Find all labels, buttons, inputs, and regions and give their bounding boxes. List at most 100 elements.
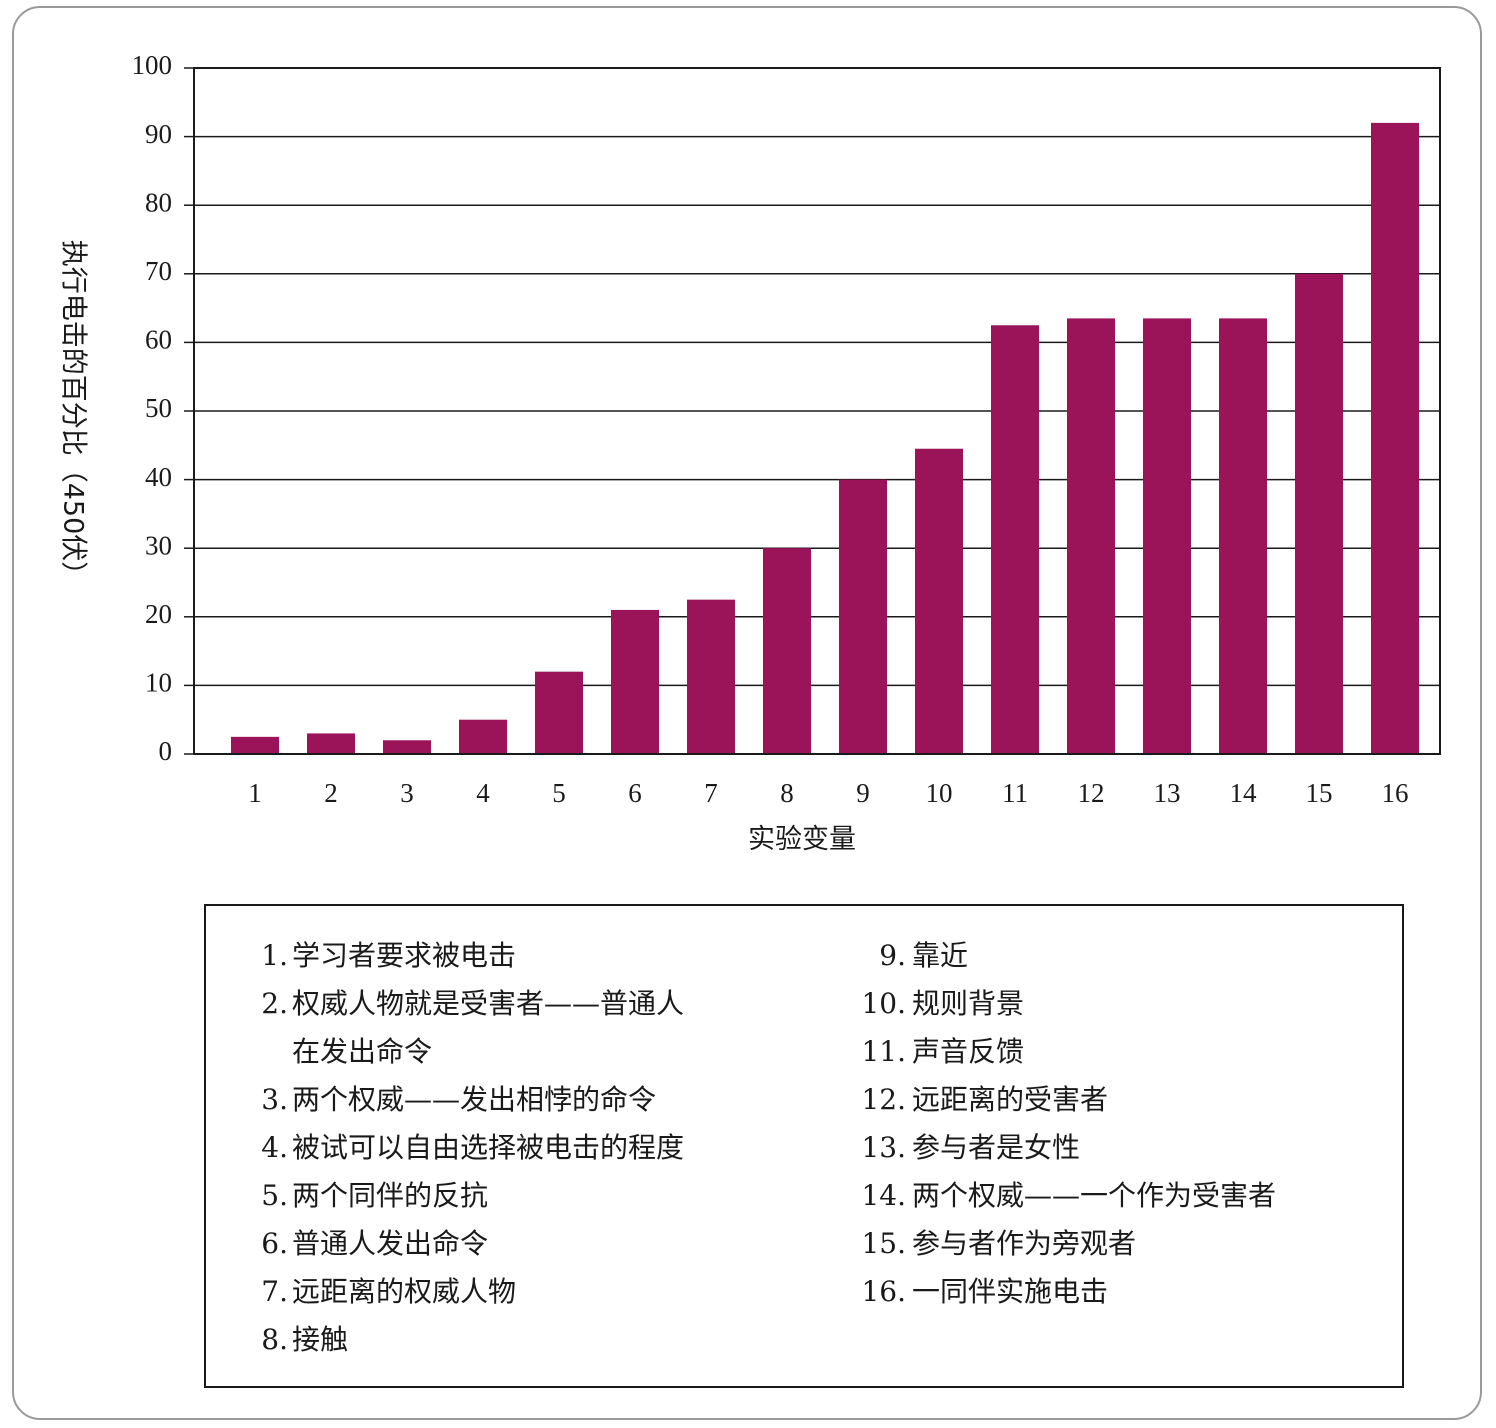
y-tick-labels: 0 10 20 30 40 50 60 70 80 90 100	[132, 50, 173, 766]
y-tick-label: 80	[145, 187, 172, 217]
legend-item: 15. 参与者作为旁观者	[860, 1220, 1380, 1268]
bar-3	[383, 740, 431, 754]
x-tick-labels: 1 2 3 4 5 6 7 8 9 10 11 12 13 14 15 16	[248, 778, 1408, 808]
x-tick-label: 4	[476, 778, 490, 808]
legend-item: 10. 规则背景	[860, 980, 1380, 1028]
x-tick-label: 15	[1306, 778, 1333, 808]
x-tick-label: 9	[856, 778, 870, 808]
legend-item-number: 5.	[261, 1179, 288, 1212]
y-tick-label: 20	[145, 599, 172, 629]
legend-item-number: 9.	[879, 939, 906, 972]
legend-item: 13. 参与者是女性	[860, 1124, 1380, 1172]
legend-item: 5. 两个同伴的反抗	[246, 1172, 806, 1220]
x-tick-label: 3	[400, 778, 414, 808]
legend-item-number: 6.	[261, 1227, 288, 1260]
bar-5	[535, 671, 583, 754]
legend-item-number: 2.	[261, 987, 288, 1020]
legend-item: 8. 接触	[246, 1316, 806, 1364]
legend-item: 16. 一同伴实施电击	[860, 1268, 1380, 1316]
bar-8	[763, 548, 811, 754]
legend-item-number: 14.	[861, 1179, 906, 1212]
legend-item-number: 7.	[261, 1275, 288, 1308]
legend-item: 12. 远距离的受害者	[860, 1076, 1380, 1124]
y-tick-label: 30	[145, 530, 172, 560]
bar-16	[1371, 122, 1419, 754]
legend-item: 1. 学习者要求被电击	[246, 932, 806, 980]
bar-11	[991, 325, 1039, 754]
legend-item-text: 规则背景	[912, 987, 1025, 1020]
legend-item-number: 13.	[861, 1131, 906, 1164]
legend-item: 4. 被试可以自由选择被电击的程度	[246, 1124, 806, 1172]
legend-item-text: 普通人发出命令	[292, 1227, 489, 1260]
legend-item-text: 远距离的受害者	[912, 1083, 1109, 1116]
x-tick-label: 11	[1002, 778, 1028, 808]
y-tick-label: 100	[132, 50, 173, 80]
x-tick-label: 16	[1382, 778, 1409, 808]
legend-column-right: 9. 靠近 10. 规则背景 11. 声音反馈 12. 远距离的受害者 13. 参与者是女性 14.…	[860, 932, 1380, 1316]
y-tick-label: 50	[145, 393, 172, 423]
legend-item-number: 4.	[261, 1131, 288, 1164]
bars	[231, 122, 1419, 754]
bar-9	[839, 479, 887, 754]
legend-item-text: 被试可以自由选择被电击的程度	[292, 1131, 685, 1164]
legend-item-number: 15.	[861, 1227, 906, 1260]
legend-item-number: 3.	[261, 1083, 288, 1116]
plot-frame	[193, 67, 1441, 755]
legend-item-text: 两个权威——发出相悖的命令	[292, 1083, 657, 1116]
legend-item-text: 参与者作为旁观者	[912, 1227, 1137, 1260]
legend-item: 11. 声音反馈	[860, 1028, 1380, 1076]
y-tick-label: 40	[145, 462, 172, 492]
x-axis-title: 实验变量	[748, 824, 856, 855]
legend-item-text: 参与者是女性	[912, 1131, 1081, 1164]
x-tick-label: 8	[780, 778, 794, 808]
y-tick-label: 10	[145, 668, 172, 698]
x-tick-label: 1	[248, 778, 262, 808]
x-tick-label: 14	[1230, 778, 1258, 808]
legend-item-text: 远距离的权威人物	[292, 1275, 517, 1308]
legend-item-text: 接触	[292, 1323, 349, 1356]
legend-item-number: 11.	[861, 1035, 906, 1068]
y-tick-label: 0	[159, 736, 173, 766]
bar-2	[307, 733, 355, 754]
legend-item: 14. 两个权威——一个作为受害者	[860, 1172, 1380, 1220]
x-tick-label: 5	[552, 778, 566, 808]
y-tick-label: 60	[145, 325, 172, 355]
legend-item-number: 12.	[861, 1083, 906, 1116]
x-tick-label: 13	[1154, 778, 1181, 808]
bar-1	[231, 736, 279, 754]
legend-item-text: 两个同伴的反抗	[292, 1179, 489, 1212]
x-tick-label: 7	[704, 778, 718, 808]
y-tick-label: 70	[145, 256, 172, 286]
legend-item: 2. 权威人物就是受害者——普通人 在发出命令	[246, 980, 806, 1076]
legend-item-text: 一同伴实施电击	[912, 1275, 1109, 1308]
x-tick-label: 10	[926, 778, 953, 808]
legend-item: 3. 两个权威——发出相悖的命令	[246, 1076, 806, 1124]
legend-item: 6. 普通人发出命令	[246, 1220, 806, 1268]
legend-item-number: 10.	[861, 987, 906, 1020]
bar-13	[1143, 318, 1191, 754]
bar-7	[687, 599, 735, 754]
legend-item-text: 声音反馈	[912, 1035, 1025, 1068]
legend-column-left: 1. 学习者要求被电击 2. 权威人物就是受害者——普通人 在发出命令 3. 两个权威——…	[246, 932, 806, 1364]
legend-item-text: 学习者要求被电击	[292, 939, 517, 972]
legend-item: 7. 远距离的权威人物	[246, 1268, 806, 1316]
legend-item-number: 8.	[261, 1323, 288, 1356]
legend-item: 9. 靠近	[860, 932, 1380, 980]
legend-box: 1. 学习者要求被电击 2. 权威人物就是受害者——普通人 在发出命令 3. 两个权威——…	[204, 904, 1404, 1388]
x-tick-label: 2	[324, 778, 338, 808]
x-tick-label: 12	[1078, 778, 1105, 808]
legend-item-text: 权威人物就是受害者——普通人 在发出命令	[292, 987, 685, 1068]
legend-item-number: 1.	[261, 939, 288, 972]
bar-10	[915, 448, 963, 754]
legend-item-text: 两个权威——一个作为受害者	[912, 1179, 1277, 1212]
bar-6	[611, 609, 659, 754]
x-tick-label: 6	[628, 778, 642, 808]
y-tick-label: 90	[145, 119, 172, 149]
legend-item-number: 16.	[861, 1275, 906, 1308]
y-axis-title: 执行电击的百分比（450伏）	[58, 240, 89, 589]
bar-15	[1295, 273, 1343, 754]
bar-12	[1067, 318, 1115, 754]
legend-item-text: 靠近	[912, 939, 969, 972]
bar-4	[459, 719, 507, 754]
